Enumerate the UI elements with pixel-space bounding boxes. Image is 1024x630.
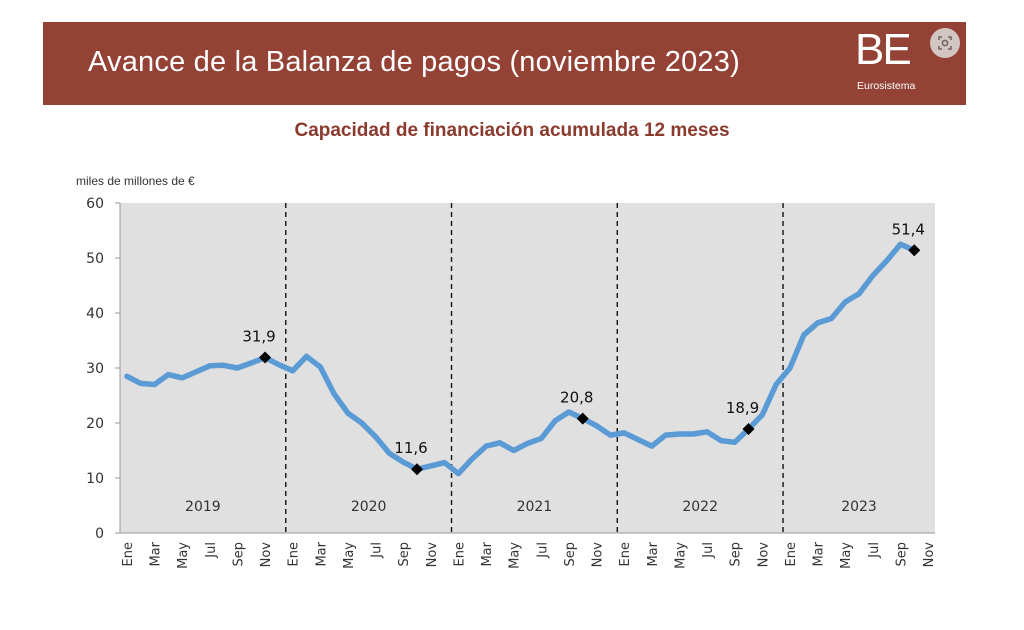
image-search-button[interactable] xyxy=(930,28,960,58)
x-tick-label: Mar xyxy=(812,541,827,566)
x-tick-label: Jul xyxy=(535,542,550,559)
x-tick-label: Sep xyxy=(894,542,909,567)
x-tick-label: Ene xyxy=(452,542,467,566)
y-tick-label: 10 xyxy=(86,471,104,487)
x-tick-label: Ene xyxy=(121,542,136,566)
x-tick-label: Sep xyxy=(563,542,578,567)
y-tick-label: 20 xyxy=(86,416,104,432)
x-tick-label: Sep xyxy=(231,542,246,567)
data-label: 18,9 xyxy=(726,399,759,417)
data-point-marker xyxy=(410,463,423,476)
series-line xyxy=(124,241,918,477)
data-label: 20,8 xyxy=(560,389,593,407)
year-label: 2022 xyxy=(682,499,718,515)
x-tick-label: Ene xyxy=(784,542,799,566)
x-tick-label: Mar xyxy=(149,541,164,566)
year-label: 2019 xyxy=(185,499,221,515)
chart-title: Capacidad de financiación acumulada 12 m… xyxy=(294,120,730,141)
plot-area xyxy=(120,203,935,533)
x-tick-label: May xyxy=(342,542,357,569)
x-tick-label: Jul xyxy=(701,542,716,559)
x-tick-label: Mar xyxy=(646,541,661,566)
y-tick-label: 0 xyxy=(95,526,104,542)
data-label: 11,6 xyxy=(394,439,427,457)
data-point-marker xyxy=(742,423,755,436)
page-title: Avance de la Balanza de pagos (noviembre… xyxy=(88,46,740,78)
image-search-icon xyxy=(938,36,952,50)
year-label: 2023 xyxy=(841,499,877,515)
data-label: 51,4 xyxy=(892,220,925,238)
data-point-marker xyxy=(259,351,272,364)
y-axis-unit-label: miles de millones de € xyxy=(76,174,195,188)
y-tick-label: 30 xyxy=(86,361,104,377)
x-tick-label: Sep xyxy=(729,542,744,567)
x-tick-label: Nov xyxy=(591,542,606,568)
x-tick-label: Mar xyxy=(480,541,495,566)
data-point-marker xyxy=(576,412,589,425)
header-banner: Avance de la Balanza de pagos (noviembre… xyxy=(43,22,966,105)
x-tick-label: Sep xyxy=(397,542,412,567)
be-logo: BE xyxy=(855,25,912,74)
x-tick-label: Jul xyxy=(204,542,219,559)
x-tick-label: Mar xyxy=(314,541,329,566)
x-tick-label: Ene xyxy=(287,542,302,566)
x-tick-label: May xyxy=(176,542,191,569)
x-tick-label: Nov xyxy=(259,542,274,568)
year-label: 2021 xyxy=(517,499,553,515)
x-tick-label: Jul xyxy=(867,542,882,559)
x-tick-label: Ene xyxy=(618,542,633,566)
x-tick-label: May xyxy=(673,542,688,569)
x-tick-label: Nov xyxy=(425,542,440,568)
logo-subtitle: Eurosistema xyxy=(857,80,916,92)
y-tick-label: 40 xyxy=(86,306,104,322)
x-tick-label: May xyxy=(508,542,523,569)
data-label: 31,9 xyxy=(242,328,275,346)
x-tick-label: Jul xyxy=(370,542,385,559)
year-label: 2020 xyxy=(351,499,387,515)
y-tick-label: 50 xyxy=(86,251,104,267)
y-tick-label: 60 xyxy=(86,196,104,212)
x-tick-label: Nov xyxy=(922,542,937,568)
data-point-marker xyxy=(908,244,921,257)
x-tick-label: Nov xyxy=(756,542,771,568)
x-tick-label: May xyxy=(839,542,854,569)
